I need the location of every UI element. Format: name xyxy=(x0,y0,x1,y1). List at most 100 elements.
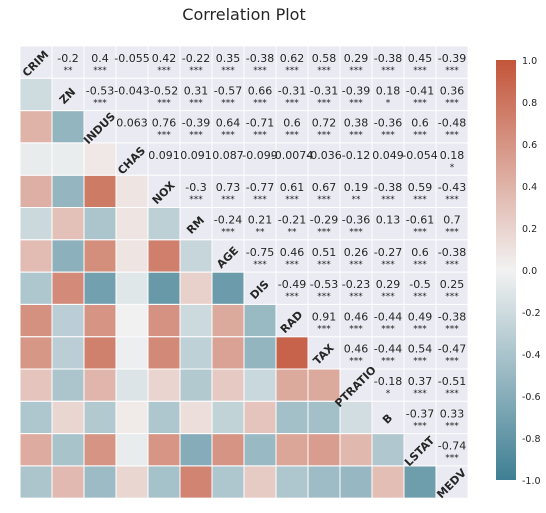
correlation-label: 0.36 xyxy=(440,84,465,97)
heatmap-cell-ptratio-rm xyxy=(180,369,212,401)
correlation-label: 0.091 xyxy=(180,149,212,162)
significance-label: *** xyxy=(317,228,331,238)
correlation-label: 0.6 xyxy=(411,246,429,259)
correlation-label: 0.049 xyxy=(372,149,404,162)
correlation-label: 0.13 xyxy=(376,214,401,227)
significance-label: *** xyxy=(413,292,427,302)
significance-label: *** xyxy=(445,324,459,334)
upper-cell-zn-rad xyxy=(276,78,308,111)
heatmap-cell-b-nox xyxy=(148,401,180,434)
significance-label: *** xyxy=(381,260,395,270)
correlation-label: 0.25 xyxy=(440,278,465,291)
significance-label: *** xyxy=(381,292,395,302)
correlation-label: -0.043 xyxy=(114,84,149,97)
correlation-label: 0.91 xyxy=(312,310,337,323)
significance-label: *** xyxy=(285,131,299,141)
upper-cell-nox-dis xyxy=(244,175,276,207)
heatmap-cell-tax-zn xyxy=(52,337,84,369)
upper-cell-indus-rm xyxy=(180,111,212,143)
correlation-label: -0.31 xyxy=(278,84,306,97)
heatmap-cell-rm-chas xyxy=(116,208,148,240)
heatmap-cells xyxy=(19,45,469,499)
upper-cell-crim-lstat xyxy=(404,46,436,78)
significance-label: *** xyxy=(381,66,395,76)
heatmap-cell-ptratio-chas xyxy=(116,369,148,401)
correlation-label: -0.5 xyxy=(409,278,430,291)
heatmap-cell-b-zn xyxy=(52,401,84,434)
heatmap-cell-lstat-ptratio xyxy=(340,434,372,466)
upper-cell-age-medv xyxy=(436,240,468,272)
heatmap-cell-rad-dis xyxy=(244,304,276,337)
correlation-label: 0.46 xyxy=(344,343,369,356)
heatmap-cell-b-dis xyxy=(244,401,276,434)
heatmap-cell-medv-crim xyxy=(20,466,52,498)
correlation-label: 0.37 xyxy=(408,375,433,388)
upper-cell-indus-age xyxy=(212,111,244,143)
heatmap-cell-dis-nox xyxy=(148,272,180,304)
correlation-label: -0.47 xyxy=(438,343,466,356)
significance-label: *** xyxy=(317,195,331,205)
significance-label: *** xyxy=(221,66,235,76)
heatmap-cell-ptratio-crim xyxy=(20,369,52,401)
heatmap-cell-lstat-age xyxy=(212,434,244,466)
correlation-label: -0.38 xyxy=(438,246,466,259)
heatmap-cell-ptratio-nox xyxy=(148,369,180,401)
correlation-label: 0.6 xyxy=(283,117,301,130)
significance-label: *** xyxy=(413,421,427,431)
correlation-label: -0.71 xyxy=(246,117,274,130)
upper-cell-rm-dis xyxy=(244,208,276,240)
correlation-label: 0.54 xyxy=(408,343,433,356)
correlation-label: -0.31 xyxy=(310,84,338,97)
significance-label: *** xyxy=(189,195,203,205)
correlation-label: -0.3 xyxy=(185,181,206,194)
heatmap-cell-ptratio-rad xyxy=(276,369,308,401)
correlation-label: -0.12 xyxy=(342,149,370,162)
significance-label: *** xyxy=(221,98,235,108)
significance-label: *** xyxy=(317,292,331,302)
correlation-label: 0.62 xyxy=(280,52,305,65)
upper-cell-zn-chas xyxy=(116,78,148,111)
heatmap-cell-medv-tax xyxy=(308,466,340,498)
heatmap-cell-tax-nox xyxy=(148,337,180,369)
upper-cell-tax-lstat xyxy=(404,337,436,369)
heatmap-cell-chas-zn xyxy=(52,143,84,175)
colorbar-tick-label: 1.0 xyxy=(522,56,537,67)
heatmap-cell-ptratio-indus xyxy=(84,369,116,401)
correlation-label: 0.42 xyxy=(152,52,177,65)
upper-cell-nox-medv xyxy=(436,175,468,207)
upper-cell-zn-rm xyxy=(180,78,212,111)
heatmap-cell-rm-nox xyxy=(148,208,180,240)
significance-label: *** xyxy=(221,131,235,141)
correlation-label: 0.091 xyxy=(148,149,180,162)
heatmap-cell-medv-indus xyxy=(84,466,116,498)
correlation-label: -0.27 xyxy=(374,246,402,259)
upper-cell-indus-lstat xyxy=(404,111,436,143)
upper-cell-indus-tax xyxy=(308,111,340,143)
upper-cell-nox-lstat xyxy=(404,175,436,207)
upper-cell-chas-medv xyxy=(436,143,468,175)
correlation-label: 0.18 xyxy=(440,149,465,162)
heatmap-cell-rad-age xyxy=(212,304,244,337)
heatmap-cell-rm-indus xyxy=(84,208,116,240)
upper-cell-rm-rad xyxy=(276,208,308,240)
heatmap-cell-lstat-chas xyxy=(116,434,148,466)
upper-cell-crim-nox xyxy=(148,46,180,78)
heatmap-cell-dis-age xyxy=(212,272,244,304)
cell-labels: -0.2**0.4***-0.055 0.42***-0.22***0.35***… xyxy=(20,48,469,501)
colorbar-tick-label: 0.4 xyxy=(522,182,537,193)
heatmap-cell-rm-zn xyxy=(52,208,84,240)
correlation-label: -0.36 xyxy=(374,117,402,130)
significance-label: *** xyxy=(93,98,107,108)
significance-label: *** xyxy=(253,98,267,108)
significance-label: *** xyxy=(221,228,235,238)
correlation-label: 0.6 xyxy=(411,117,429,130)
significance-label: *** xyxy=(445,454,459,464)
heatmap-cell-age-chas xyxy=(116,240,148,272)
heatmap-cell-age-zn xyxy=(52,240,84,272)
significance-label: *** xyxy=(445,357,459,367)
correlation-label: 0.7 xyxy=(443,214,461,227)
significance-label: *** xyxy=(413,98,427,108)
upper-cell-rm-tax xyxy=(308,208,340,240)
heatmap-cell-rad-indus xyxy=(84,304,116,337)
heatmap-cell-dis-indus xyxy=(84,272,116,304)
